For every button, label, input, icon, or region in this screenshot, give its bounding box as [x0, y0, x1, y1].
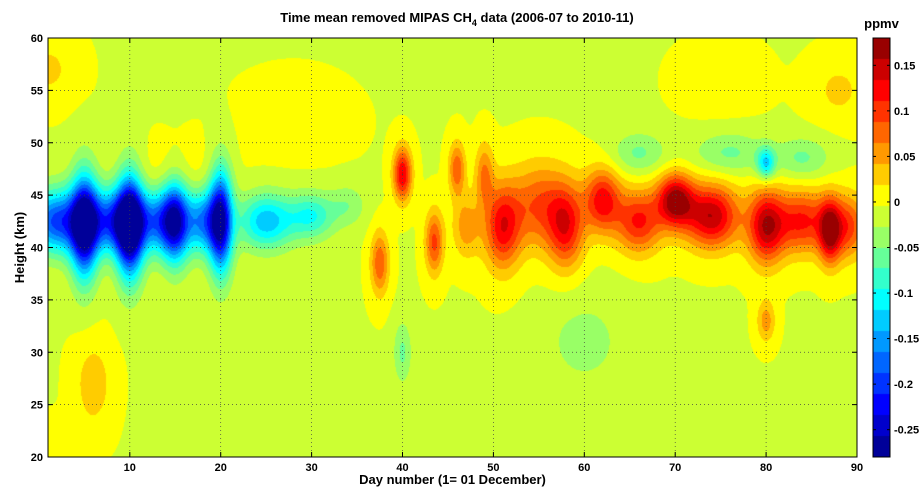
- y-axis-label: Height (km): [12, 212, 27, 284]
- x-axis-label: Day number (1= 01 December): [359, 472, 546, 487]
- colorbar-tick-label: -0.05: [894, 243, 919, 255]
- y-tick-label: 25: [31, 400, 43, 412]
- colorbar-ticks: 0.15 0.1 0.05 0 -0.05 -0.1 -0.15 -0.2 -0.25: [873, 60, 919, 437]
- y-tick-label: 20: [31, 452, 43, 464]
- colorbar-tick-label: 0: [894, 197, 900, 209]
- x-tick-label: 40: [396, 462, 408, 474]
- colorbar-label: ppmv: [864, 16, 899, 31]
- colorbar-tick-label: -0.15: [894, 334, 919, 346]
- x-tick-label: 10: [124, 462, 136, 474]
- x-tick-label: 50: [487, 462, 499, 474]
- grid-lines: [48, 38, 857, 457]
- y-tick-label: 55: [31, 85, 43, 97]
- colorbar-tick-label: 0.15: [894, 60, 915, 72]
- y-tick-label: 45: [31, 190, 43, 202]
- y-tick-label: 40: [31, 243, 43, 255]
- colorbar-tick-label: -0.1: [894, 288, 913, 300]
- y-tick-label: 30: [31, 347, 43, 359]
- x-tick-label: 90: [851, 462, 863, 474]
- chart-title: Time mean removed MIPAS CH4 data (2006-0…: [280, 10, 634, 28]
- x-tick-label: 30: [305, 462, 317, 474]
- colorbar-tick-label: 0.1: [894, 106, 909, 118]
- colorbar-tick-label: -0.25: [894, 425, 919, 437]
- x-tick-label: 20: [215, 462, 227, 474]
- colorbar-tick-label: 0.05: [894, 151, 915, 163]
- x-tick-label: 70: [669, 462, 681, 474]
- x-tick-label: 60: [578, 462, 590, 474]
- x-tick-label: 80: [760, 462, 772, 474]
- y-axis-ticks: 20 25 30 35 40 45 50 55 60: [31, 33, 857, 464]
- x-axis-ticks: 10 20 30 40 50 60 70 80 90: [124, 38, 863, 474]
- y-tick-label: 35: [31, 295, 43, 307]
- y-tick-label: 50: [31, 138, 43, 150]
- colorbar-tick-label: -0.2: [894, 379, 913, 391]
- y-tick-label: 60: [31, 33, 43, 45]
- colorbar: [873, 38, 890, 457]
